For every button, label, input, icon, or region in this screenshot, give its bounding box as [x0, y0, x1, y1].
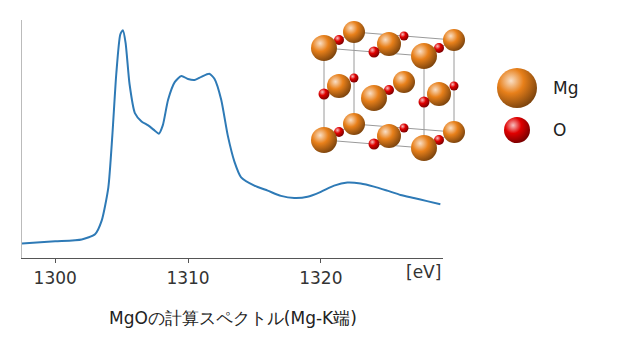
svg-text:1320: 1320 — [299, 268, 342, 288]
svg-text:MgOの計算スペクトル(Mg-K端): MgOの計算スペクトル(Mg-K端) — [109, 308, 357, 328]
svg-text:1300: 1300 — [34, 268, 77, 288]
svg-text:O: O — [553, 120, 566, 140]
svg-text:Mg: Mg — [553, 78, 578, 98]
svg-text:1310: 1310 — [166, 268, 209, 288]
svg-text:[eV]: [eV] — [406, 262, 441, 282]
